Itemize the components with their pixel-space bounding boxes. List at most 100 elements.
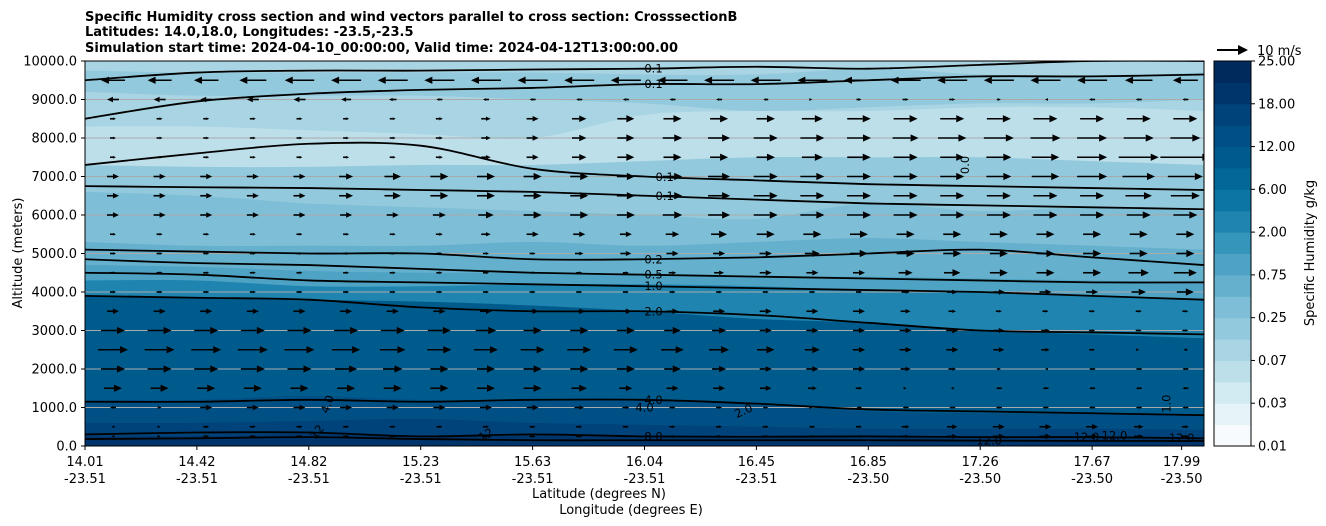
wind-vector-head [424,76,433,84]
x-tick-label-lat: 14.01 [66,455,103,470]
wind-vector-head [486,172,495,181]
x-tick-label-lat: 15.23 [402,455,439,470]
wind-vector-head [579,425,583,429]
wind-vector-head [909,153,918,161]
wind-vector-head [956,192,965,200]
wind-vector-head [672,406,676,409]
wind-vector-head [1045,424,1052,430]
wind-vector-head [956,153,965,161]
wind-vector-head [862,134,871,142]
wind-vector-head [392,252,396,255]
wind-vector-head [439,212,446,218]
wind-vector-head [397,346,406,354]
wind-vector-head [625,308,632,314]
wind-vector-head [909,172,918,181]
wind-vector-head [905,424,910,429]
wind-vector-head [952,367,956,371]
wind-vector-head [1046,249,1055,258]
wind-vector-head [392,155,396,159]
wind-vector-head [159,290,163,294]
wind-vector-head [809,406,813,409]
contour-label: 12.0 [1102,428,1128,442]
wind-vector-head [485,211,494,219]
wind-vector-head [862,172,871,181]
x-axis-label-latitude: Latitude (degrees N) [532,487,666,502]
contour-label: 0.5 [644,268,662,282]
wind-vector-head [116,326,125,335]
wind-vector-head [672,385,679,391]
y-tick-label: 9000.0 [32,93,78,108]
wind-vector-head [750,76,759,84]
wind-vector-head [252,155,256,159]
wind-vector-head [862,192,871,200]
wind-vector-head [672,250,679,257]
wind-vector-head [610,76,619,84]
wind-vector-head [159,308,166,314]
colorbar-segment [1214,167,1251,190]
wind-vector-head [812,250,820,257]
wind-vector-head [439,435,443,438]
x-tick-label-lon: -23.50 [1161,472,1203,487]
wind-vector-head [252,136,256,140]
wind-vector-head [1077,76,1086,84]
wind-vector-head [858,290,862,294]
wind-vector-head [206,193,213,199]
wind-vector-head [576,98,580,101]
contour-label: 12 [476,425,496,444]
wind-vector-head [862,115,871,123]
wind-vector-head [485,155,491,160]
colorbar-segment [1214,61,1251,83]
wind-vector-head [1183,348,1187,352]
wind-vector-head [1139,230,1148,238]
wind-vector-head [766,115,775,123]
x-tick-label-lon: -23.51 [288,472,330,487]
wind-vector-head [766,230,775,238]
wind-vector-head [1182,386,1186,390]
wind-vector-head [580,326,589,335]
wind-vector-head [159,136,163,140]
x-tick-label-lon: -23.51 [176,472,218,487]
wind-vector-head [112,136,116,140]
wind-vector-head [766,346,775,354]
wind-vector-head [346,435,350,438]
wind-vector-head [906,249,915,258]
contour-line [85,258,1204,284]
wind-vector-head [579,231,586,237]
wind-vector-head [252,290,256,294]
wind-vector-head [1124,76,1133,84]
wind-vector-head [905,327,912,334]
wind-vector-head [816,134,825,142]
wind-vector-head [111,435,115,438]
wind-vector-head [392,136,396,140]
wind-vector-head [252,117,256,121]
wind-vector-head [997,98,1001,101]
wind-vector-head [439,155,443,159]
wind-vector-head [672,308,679,314]
wind-vector-head [672,435,676,438]
y-tick-label: 0.0 [56,440,77,455]
wind-vector-head [1189,115,1198,123]
wind-vector-head [763,98,767,101]
wind-vector-head [252,404,259,411]
contour-label: 12.0 [1169,431,1195,445]
y-tick-label: 3000.0 [32,324,78,339]
y-tick-label: 2000.0 [32,363,78,378]
wind-vector-head [112,290,116,294]
wind-vector-head [1089,98,1093,101]
wind-vector-head [1049,192,1058,200]
colorbar-tick-label: 12.00 [1258,140,1295,155]
wind-vector-head [112,308,119,314]
x-tick-label-lon: -23.51 [735,472,777,487]
wind-vector-head [112,117,116,121]
wind-vector-head [443,346,452,354]
wind-vector-head [1096,192,1105,200]
wind-vector-head [909,211,918,219]
wind-vector-head [905,366,911,372]
wind-vector-head [1030,76,1039,84]
wind-vector-head [392,172,401,181]
wind-vector-head [1172,76,1181,84]
wind-vector-head [998,433,1005,440]
wind-vector-head [485,435,489,438]
wind-vector-head [112,252,116,255]
